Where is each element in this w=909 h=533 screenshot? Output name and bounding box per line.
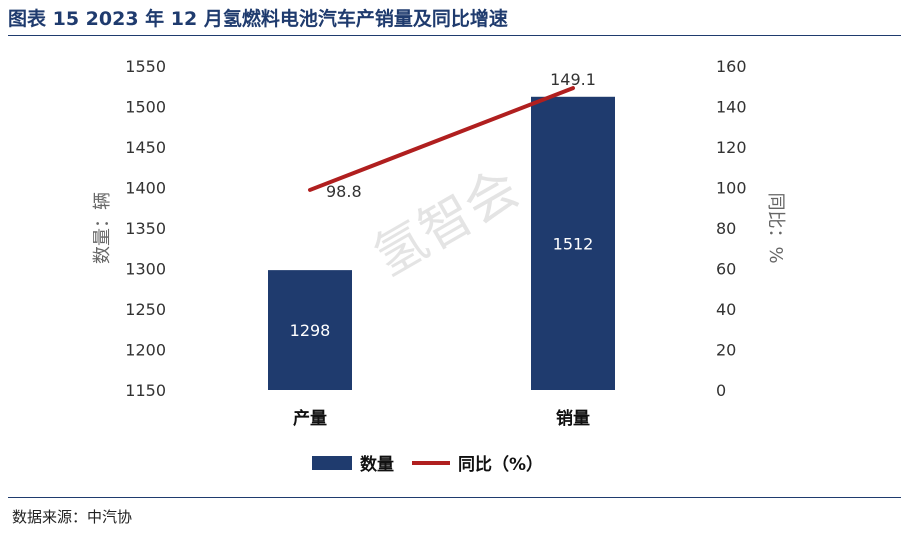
- yoy-line: 98.8 149.1: [308, 70, 596, 201]
- source-note: 数据来源：中汽协: [12, 508, 133, 526]
- left-tick-label: 1250: [125, 300, 166, 319]
- chart-title: 图表 15 2023 年 12 月氢燃料电池汽车产销量及同比增速: [8, 8, 508, 30]
- left-tick-label: 1400: [125, 179, 166, 198]
- left-tick-label: 1300: [125, 260, 166, 279]
- left-tick-label: 1200: [125, 341, 166, 360]
- bottom-divider: [8, 497, 901, 498]
- right-tick-label: 60: [716, 260, 736, 279]
- right-tick-label: 80: [716, 219, 736, 238]
- yoy-series-line: [308, 86, 575, 192]
- bar-2: [531, 96, 615, 390]
- line-point-label: 98.8: [326, 182, 362, 201]
- left-axis-label: 数量：辆: [92, 192, 113, 264]
- right-tick-label: 140: [716, 98, 747, 117]
- top-divider: [8, 35, 901, 36]
- category-labels: 产量 销量: [293, 408, 590, 429]
- bar-value-label: 1512: [553, 234, 594, 253]
- legend-bar-label: 数量: [360, 454, 394, 475]
- left-tick-label: 1450: [125, 138, 166, 157]
- right-tick-label: 100: [716, 179, 747, 198]
- right-tick-label: 120: [716, 138, 747, 157]
- legend: 数量 同比（%）: [312, 454, 543, 475]
- category-label: 产量: [293, 408, 327, 429]
- category-label: 销量: [556, 408, 590, 429]
- legend-line-label: 同比（%）: [458, 454, 543, 475]
- watermark: 氢智会: [364, 158, 529, 288]
- right-axis-label: 同比：%: [765, 192, 786, 263]
- left-tick-label: 1350: [125, 219, 166, 238]
- right-tick-label: 40: [716, 300, 736, 319]
- bars: 1298 1512: [268, 96, 615, 390]
- right-axis-ticks: 0 20 40 60 80 100 120 140 160: [716, 57, 747, 400]
- legend-bar-swatch: [312, 456, 352, 470]
- right-tick-label: 20: [716, 341, 736, 360]
- left-axis-ticks: 1150 1200 1250 1300 1350 1400 1450 1500 1550: [125, 57, 166, 400]
- right-tick-label: 0: [716, 381, 726, 400]
- left-tick-label: 1500: [125, 98, 166, 117]
- right-tick-label: 160: [716, 57, 747, 76]
- line-point-label: 149.1: [550, 70, 596, 89]
- left-tick-label: 1150: [125, 381, 166, 400]
- bar-value-label: 1298: [290, 321, 331, 340]
- bar-1: [268, 270, 352, 390]
- left-tick-label: 1550: [125, 57, 166, 76]
